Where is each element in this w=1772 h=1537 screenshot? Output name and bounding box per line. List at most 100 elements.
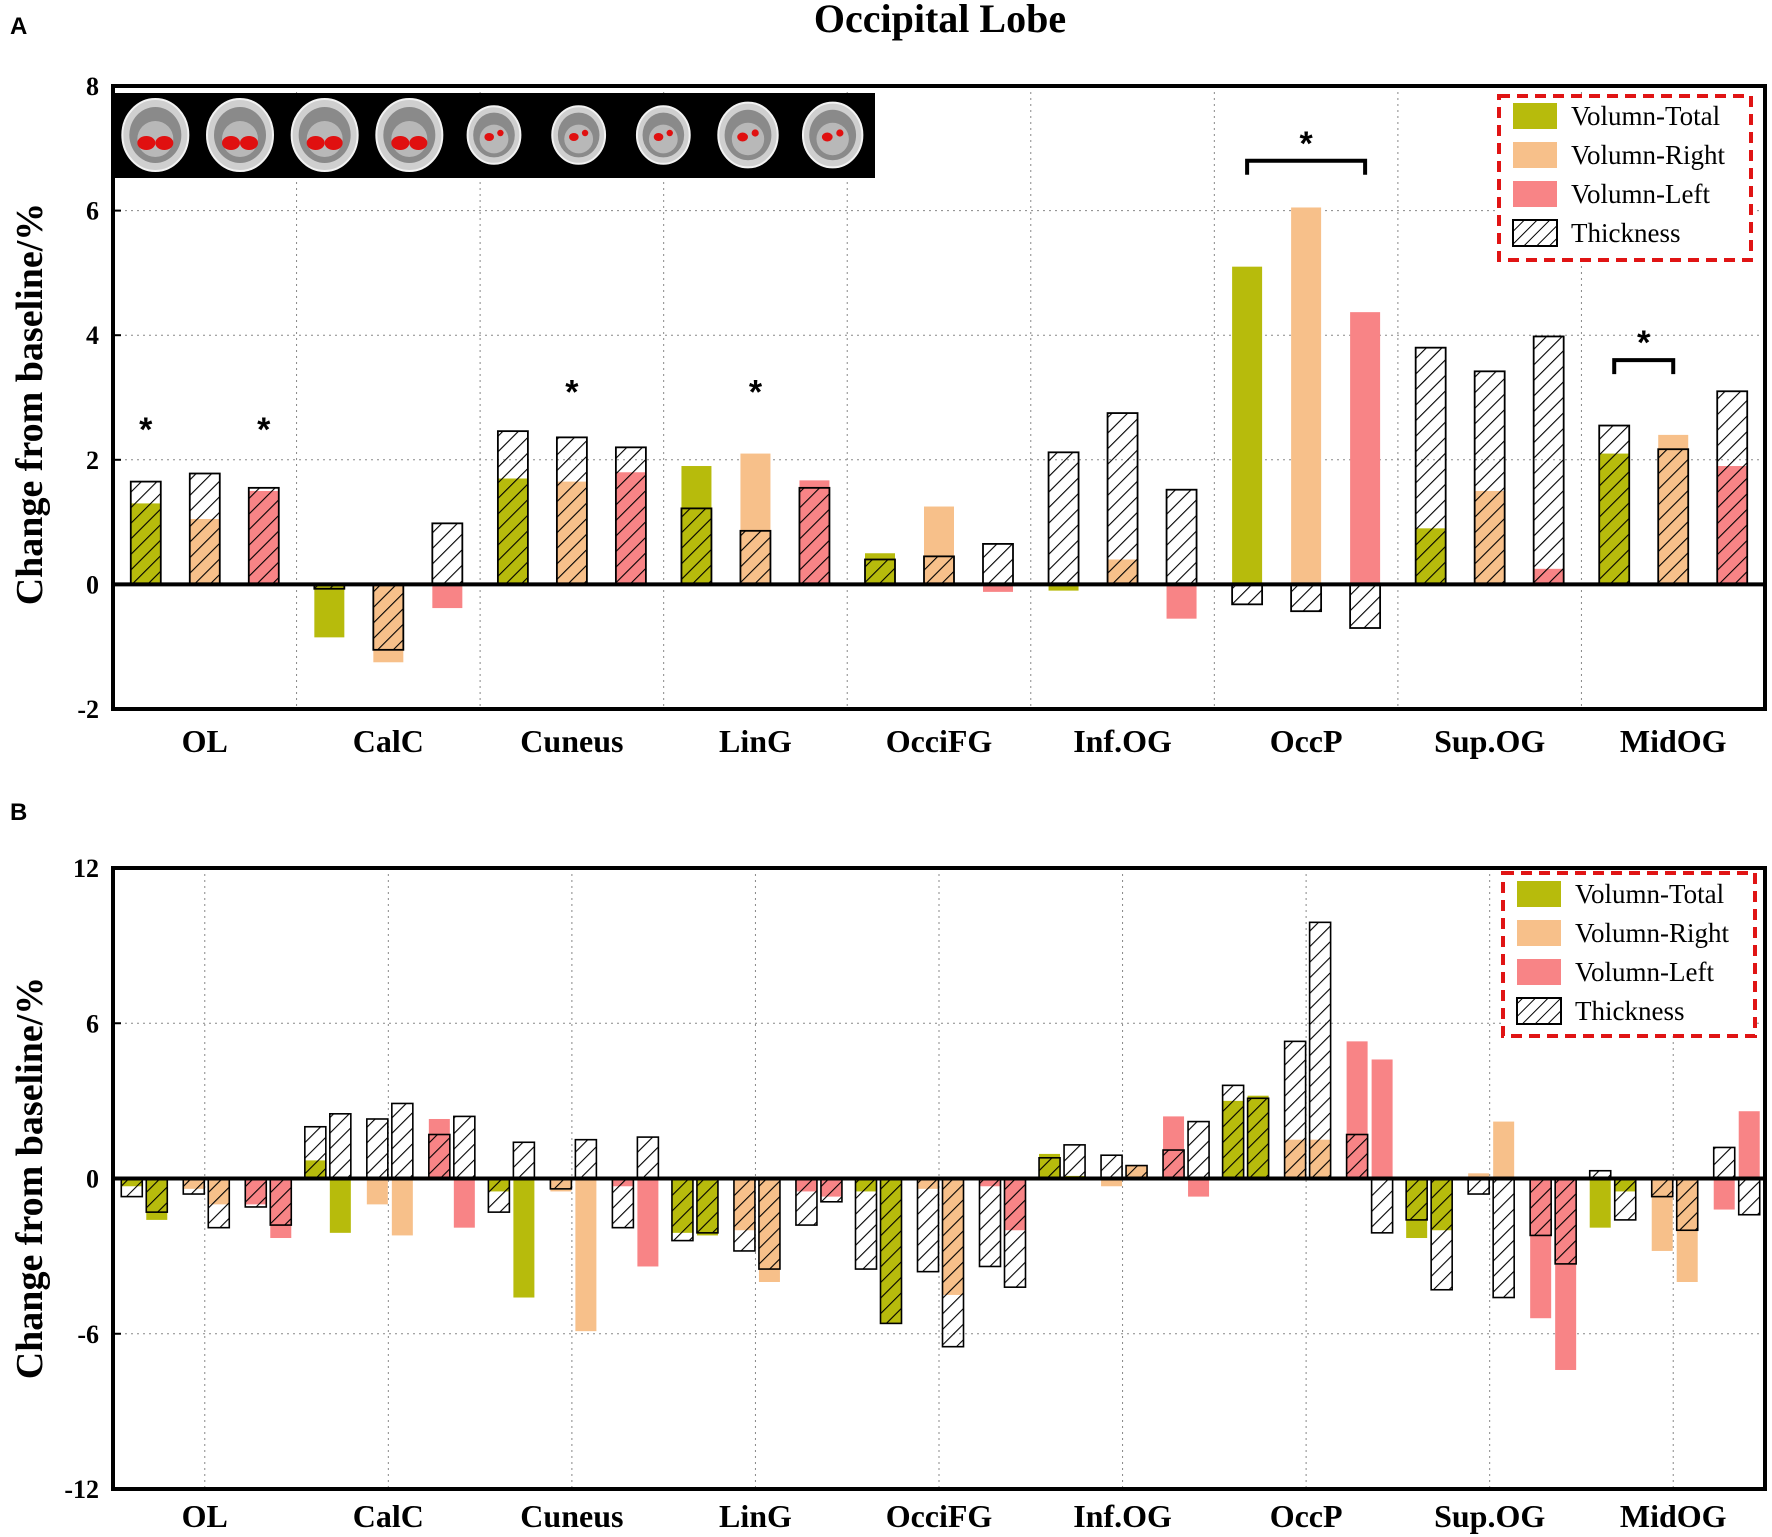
brain-roi-highlight [581, 129, 589, 137]
bar-volumn-right [1291, 207, 1322, 585]
significance-star: * [1637, 324, 1651, 362]
x-tick-label: Inf.OG [1073, 723, 1172, 759]
y-tick-label: 4 [86, 321, 99, 350]
bar-volumn-left [453, 1178, 475, 1228]
bar-thickness-hatch [1474, 371, 1505, 585]
bar-thickness-hatch [1717, 391, 1748, 585]
bar-thickness-hatch [865, 559, 895, 585]
bar-volumn-right [366, 1178, 388, 1205]
bar-thickness-hatch [1222, 1085, 1244, 1179]
bar-thickness-hatch [1599, 425, 1630, 585]
significance-bracket [1245, 158, 1368, 175]
significance-bracket [1612, 358, 1676, 375]
brain-roi-highlight [137, 136, 156, 150]
bar-thickness-hatch [1589, 1170, 1611, 1179]
legend-a: Volumn-Total Volumn-Right Volumn-Left Thick… [1497, 94, 1753, 262]
bar-volumn-left [1350, 312, 1381, 585]
bar-thickness-hatch [428, 1134, 450, 1179]
bar-thickness-hatch [1555, 1178, 1577, 1264]
x-tick-label: OcciFG [886, 723, 993, 759]
bar-thickness-hatch [366, 1118, 388, 1179]
bar-thickness-hatch [1676, 1178, 1698, 1231]
bar-thickness-hatch [432, 523, 463, 585]
bar-thickness-hatch [1064, 1144, 1086, 1179]
bar-thickness-hatch [1101, 1155, 1123, 1179]
legend-label: Volumn-Left [1571, 179, 1710, 209]
significance-star: * [139, 411, 153, 449]
bar-volumn-left [983, 584, 1013, 592]
bar-thickness-hatch [575, 1139, 597, 1179]
y-axis-title-b: Change from baseline/% [9, 977, 51, 1380]
x-tick-label: CalC [353, 723, 424, 759]
bar-volumn-right [391, 1178, 413, 1236]
bar-volumn-total [329, 1178, 351, 1233]
bar-volumn-total [314, 584, 345, 638]
bar-thickness-hatch [556, 437, 587, 585]
x-tick-label: OL [182, 1498, 228, 1534]
x-tick-label: LinG [719, 723, 792, 759]
bar-thickness-hatch [1166, 489, 1197, 585]
bar-thickness-hatch [637, 1137, 659, 1179]
bar-thickness-hatch [208, 1178, 230, 1228]
bar-thickness-hatch [1188, 1121, 1210, 1179]
brain-mri-thumbnails-icon [113, 93, 875, 178]
y-tick-label: 0 [86, 1165, 99, 1194]
bar-thickness-hatch [248, 487, 279, 585]
plot-frame [111, 84, 1767, 711]
bar-thickness-hatch [1107, 413, 1138, 585]
bar-thickness-hatch [329, 1113, 351, 1179]
significance-star: * [565, 374, 579, 412]
bar-thickness-hatch [130, 481, 161, 585]
legend-label: Volumn-Right [1571, 140, 1726, 170]
panel-label-b: B [10, 799, 27, 826]
bar-thickness-hatch [820, 1178, 842, 1202]
bar-thickness-hatch [983, 543, 1013, 585]
bar-thickness-hatch [121, 1178, 143, 1197]
significance-star: * [1299, 125, 1313, 163]
brain-white-matter [479, 124, 509, 154]
bar-volumn-total [1589, 1178, 1611, 1228]
bar-thickness-hatch [304, 1126, 326, 1179]
bar-thickness-hatch [1004, 1178, 1026, 1288]
legend-label: Volumn-Right [1575, 918, 1730, 948]
brain-white-matter [648, 124, 678, 154]
brain-roi-highlight [666, 129, 673, 137]
legend-swatch-volumn-right [1517, 920, 1561, 946]
bar-thickness-hatch [1530, 1178, 1552, 1236]
bar-volumn-right [575, 1178, 597, 1332]
legend-b: Volumn-Total Volumn-Right Volumn-Left Thick… [1501, 871, 1757, 1038]
bar-thickness-hatch [1039, 1157, 1061, 1179]
bar-thickness-hatch [924, 556, 954, 585]
bar-thickness-hatch [1163, 1150, 1185, 1179]
bar-thickness-hatch [671, 1178, 693, 1241]
y-tick-label: -2 [77, 695, 99, 724]
bar-thickness-hatch [1431, 1178, 1453, 1290]
brain-roi-highlight [409, 136, 428, 150]
bar-thickness-hatch [1713, 1147, 1735, 1179]
bar-thickness-hatch [189, 473, 220, 585]
legend-label: Volumn-Total [1571, 101, 1720, 131]
bar-thickness-hatch [612, 1178, 634, 1228]
bar-volumn-total [513, 1178, 535, 1298]
bar-thickness-hatch [245, 1178, 267, 1207]
legend-swatch-volumn-total [1513, 103, 1557, 129]
x-tick-label: OL [182, 723, 228, 759]
legend-swatch-thickness [1512, 219, 1558, 247]
bar-volumn-right [1101, 1178, 1123, 1187]
bar-thickness-hatch [1309, 922, 1331, 1179]
brain-roi-highlight [240, 136, 258, 150]
legend-swatch-thickness [1516, 997, 1562, 1025]
legend-label: Volumn-Left [1575, 957, 1714, 987]
bar-thickness-hatch [1493, 1178, 1515, 1298]
bar-thickness-hatch [550, 1178, 572, 1189]
legend-label: Volumn-Total [1575, 879, 1724, 909]
brain-roi-highlight [222, 136, 240, 150]
bar-thickness-hatch [740, 530, 771, 585]
bar-volumn-left [1738, 1111, 1760, 1179]
y-tick-label: 6 [86, 1009, 99, 1038]
brain-white-matter [564, 124, 594, 154]
bar-volumn-left [1166, 584, 1197, 619]
bar-volumn-right [1493, 1121, 1515, 1179]
bar-thickness-hatch [270, 1178, 292, 1226]
